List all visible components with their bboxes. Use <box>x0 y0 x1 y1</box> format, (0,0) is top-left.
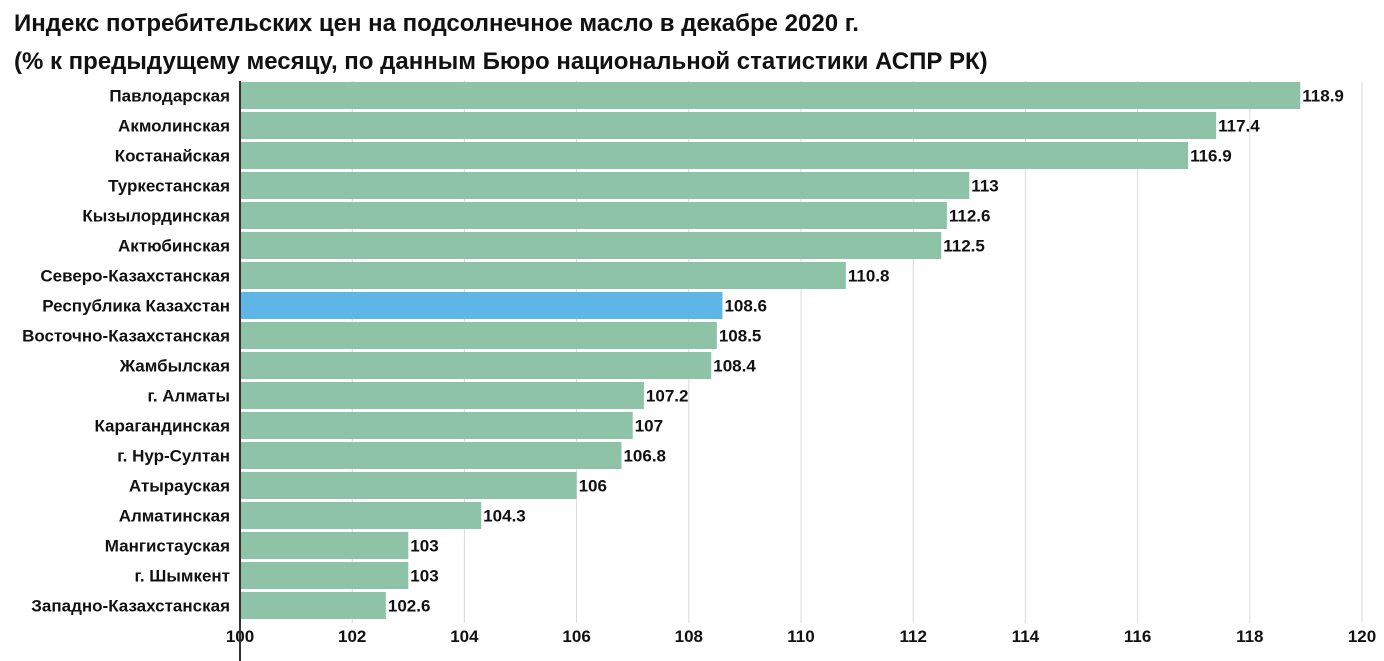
value-label: 116.9 <box>1190 147 1232 166</box>
x-tick-label: 116 <box>1124 627 1151 646</box>
category-label: Восточно-Казахстанская <box>22 327 230 346</box>
category-label: Северо-Казахстанская <box>40 267 230 286</box>
bar <box>240 532 409 559</box>
bar <box>240 472 577 499</box>
x-axis-ticks: 100 102 104 106 108 110 112 114 116 118 120 <box>226 627 1376 646</box>
bar <box>240 112 1217 139</box>
value-label: 106 <box>579 477 607 496</box>
category-label: Карагандинская <box>94 417 230 436</box>
value-labels: 118.9 117.4 116.9 113 112.6 112.5 110.8 108.6 10… <box>388 87 1344 616</box>
category-label: Акмолинская <box>118 117 230 136</box>
category-label: Жамбылская <box>119 357 230 376</box>
x-tick-label: 102 <box>338 627 366 646</box>
bar <box>240 412 633 439</box>
bar <box>240 322 717 349</box>
bar <box>240 382 644 409</box>
bar <box>240 292 723 319</box>
bar <box>240 502 482 529</box>
bar <box>240 142 1189 169</box>
category-label: Павлодарская <box>109 87 230 106</box>
bar <box>240 592 386 619</box>
x-tick-label: 108 <box>675 627 703 646</box>
value-label: 102.6 <box>388 597 431 616</box>
category-label: Кызылординская <box>82 207 230 226</box>
bar <box>240 202 947 229</box>
x-tick-label: 104 <box>450 627 479 646</box>
category-labels: Павлодарская Акмолинская Костанайская Турке… <box>22 87 230 616</box>
bar <box>240 232 942 259</box>
x-tick-label: 114 <box>1012 627 1040 646</box>
bar <box>240 442 622 469</box>
value-label: 103 <box>410 567 438 586</box>
category-label: Атырауская <box>129 477 230 496</box>
category-label: Актюбинская <box>118 237 230 256</box>
bar <box>240 172 970 199</box>
category-label: Республика Казахстан <box>42 297 230 316</box>
x-tick-label: 110 <box>787 627 814 646</box>
bar <box>240 562 409 589</box>
value-label: 103 <box>410 537 438 556</box>
x-tick-label: 112 <box>899 627 926 646</box>
value-label: 112.6 <box>949 207 991 226</box>
value-label: 117.4 <box>1218 117 1260 136</box>
category-label: Мангистауская <box>105 537 230 556</box>
bars <box>240 82 1301 619</box>
value-label: 110.8 <box>848 267 890 286</box>
x-tick-label: 106 <box>562 627 590 646</box>
category-label: Алматинская <box>119 507 230 526</box>
value-label: 108.4 <box>713 357 756 376</box>
value-label: 118.9 <box>1302 87 1344 106</box>
x-tick-label: 118 <box>1236 627 1263 646</box>
chart-subtitle: (% к предыдущему месяцу, по данным Бюро … <box>14 48 988 75</box>
value-label: 108.6 <box>724 297 767 316</box>
category-label: г. Алматы <box>147 387 230 406</box>
category-label: г. Нур-Султан <box>117 447 230 466</box>
value-label: 113 <box>971 177 998 196</box>
value-label: 112.5 <box>943 237 985 256</box>
value-label: 104.3 <box>483 507 526 526</box>
value-label: 108.5 <box>719 327 762 346</box>
category-label: Туркестанская <box>108 177 230 196</box>
category-label: Костанайская <box>115 147 230 166</box>
x-tick-label: 120 <box>1348 627 1376 646</box>
value-label: 107 <box>635 417 663 436</box>
chart-title: Индекс потребительских цен на подсолнечн… <box>14 10 859 37</box>
bar <box>240 352 712 379</box>
bar <box>240 82 1301 109</box>
value-label: 107.2 <box>646 387 689 406</box>
category-label: г. Шымкент <box>134 567 230 586</box>
bar <box>240 262 846 289</box>
grid-lines <box>239 81 1363 623</box>
value-label: 106.8 <box>623 447 666 466</box>
category-label: Западно-Казахстанская <box>31 597 230 616</box>
